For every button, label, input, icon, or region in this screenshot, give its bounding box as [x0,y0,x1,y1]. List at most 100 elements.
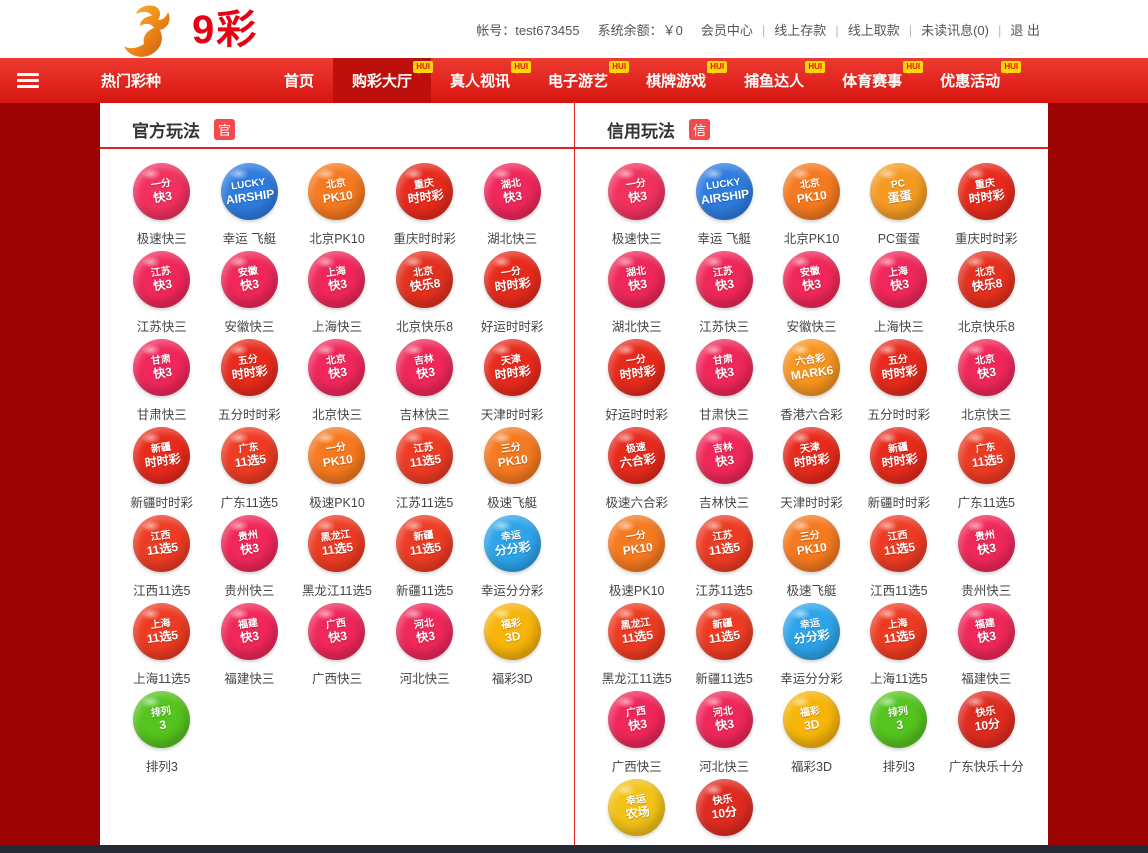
nav-item[interactable]: 优惠活动 HUI [921,58,1022,103]
lottery-game[interactable]: 甘肃 快3 甘肃快三 [680,339,767,427]
lottery-game[interactable]: 一分 时时彩 好运时时彩 [468,251,556,339]
lottery-game[interactable]: 上海 11选5 上海11选5 [118,603,206,691]
lottery-game-label: 五分时时彩 [867,408,931,422]
lottery-game-icon: 幸运 分分彩 [483,515,541,572]
hot-lottery-label[interactable]: 热门彩种 [101,73,162,90]
nav-item-label: 购彩大厅 [352,73,413,90]
lottery-game-label: 广西快三 [311,672,362,686]
lottery-game[interactable]: 北京 快3 北京快三 [293,339,381,427]
lottery-game[interactable]: 福彩 3D 福彩3D [768,691,855,779]
nav-item[interactable]: 棋牌游戏 HUI [627,58,728,103]
lottery-game[interactable]: 甘肃 快3 甘肃快三 [118,339,206,427]
site-logo[interactable]: 9彩 [112,4,258,57]
lottery-game[interactable]: PC 蛋蛋 PC蛋蛋 [855,163,942,251]
nav-item[interactable]: 真人视讯 HUI [431,58,532,103]
lottery-game[interactable]: 三分 PK10 极速飞艇 [768,515,855,603]
lottery-game[interactable]: 三分 PK10 极速飞艇 [468,427,556,515]
lottery-game[interactable]: 幸运 分分彩 幸运分分彩 [468,515,556,603]
hot-badge: HUI [413,61,434,74]
lottery-game[interactable]: 天津 时时彩 天津时时彩 [468,339,556,427]
lottery-game[interactable]: LUCKY AIRSHIP 幸运 飞艇 [206,163,294,251]
lottery-game-icon: 一分 快3 [133,163,191,220]
lottery-game[interactable]: 一分 时时彩 好运时时彩 [593,339,680,427]
lottery-game[interactable]: 广西 快3 广西快三 [593,691,680,779]
lottery-game[interactable]: 北京 快3 北京快三 [943,339,1030,427]
lottery-game-label: 极速飞艇 [487,496,538,510]
lottery-game[interactable]: 重庆 时时彩 重庆时时彩 [381,163,469,251]
lottery-game[interactable]: 湖北 快3 湖北快三 [468,163,556,251]
lottery-game[interactable]: 一分 PK10 极速PK10 [293,427,381,515]
header-link[interactable]: 退 出 [989,20,1040,39]
lottery-game[interactable]: 极速 六合彩 极速六合彩 [593,427,680,515]
lottery-game-icon: 一分 PK10 [608,515,666,572]
header-link[interactable]: 线上存款 [753,20,826,39]
lottery-game[interactable]: 贵州 快3 贵州快三 [943,515,1030,603]
lottery-game[interactable]: 快乐 10分 广东快乐十分 [943,691,1030,779]
lottery-game[interactable]: 江苏 快3 江苏快三 [680,251,767,339]
lottery-game-icon: 极速 六合彩 [608,427,666,484]
lottery-game[interactable]: 新疆 时时彩 新疆时时彩 [118,427,206,515]
lottery-game[interactable]: 江西 11选5 江西11选5 [855,515,942,603]
lottery-game[interactable]: 幸运 分分彩 幸运分分彩 [768,603,855,691]
lottery-game[interactable]: 北京 PK10 北京PK10 [768,163,855,251]
lottery-game[interactable]: 湖北 快3 湖北快三 [593,251,680,339]
lottery-game[interactable]: 排列 3 排列3 [855,691,942,779]
lottery-game[interactable]: 北京 PK10 北京PK10 [293,163,381,251]
lottery-game-label: 新疆11选5 [395,584,454,598]
nav-item[interactable]: 首页 [265,58,333,103]
lottery-game-icon: 三分 PK10 [483,427,541,484]
lottery-game[interactable]: 黑龙江 11选5 黑龙江11选5 [293,515,381,603]
lottery-game[interactable]: 吉林 快3 吉林快三 [680,427,767,515]
lottery-game[interactable]: 一分 快3 极速快三 [593,163,680,251]
menu-icon[interactable] [17,70,39,91]
lottery-game[interactable]: 贵州 快3 贵州快三 [206,515,294,603]
lottery-game[interactable]: 新疆 时时彩 新疆时时彩 [855,427,942,515]
dragon-logo-icon [124,5,170,57]
lottery-game[interactable]: 北京 快乐8 北京快乐8 [381,251,469,339]
lottery-game[interactable]: 五分 时时彩 五分时时彩 [855,339,942,427]
lottery-game[interactable]: 广东 11选5 广东11选5 [943,427,1030,515]
lottery-game[interactable]: 北京 快乐8 北京快乐8 [943,251,1030,339]
lottery-game[interactable]: 广西 快3 广西快三 [293,603,381,691]
lottery-game[interactable]: LUCKY AIRSHIP 幸运 飞艇 [680,163,767,251]
lottery-game[interactable]: 上海 快3 上海快三 [855,251,942,339]
lottery-game[interactable]: 江苏 11选5 江苏11选5 [381,427,469,515]
header-link[interactable]: 线上取款 [826,20,900,39]
lottery-game[interactable]: 快乐 10分 广西快乐十分 [680,779,767,853]
lottery-game-label: 黑龙江11选5 [601,672,672,686]
lottery-game[interactable]: 吉林 快3 吉林快三 [381,339,469,427]
credit-panel-header: 信用玩法 信 [575,103,1048,147]
nav-item[interactable]: 体育赛事 HUI [823,58,924,103]
lottery-game[interactable]: 五分 时时彩 五分时时彩 [206,339,294,427]
lottery-game[interactable]: 一分 快3 极速快三 [118,163,206,251]
lottery-game[interactable]: 一分 PK10 极速PK10 [593,515,680,603]
lottery-game[interactable]: 江苏 快3 江苏快三 [118,251,206,339]
nav-item[interactable]: 捕鱼达人 HUI [725,58,826,103]
lottery-game[interactable]: 福建 快3 福建快三 [943,603,1030,691]
lottery-game[interactable]: 江苏 11选5 江苏11选5 [680,515,767,603]
lottery-game[interactable]: 福建 快3 福建快三 [206,603,294,691]
lottery-game[interactable]: 上海 11选5 上海11选5 [855,603,942,691]
lottery-game[interactable]: 六合彩 MARK6 香港六合彩 [768,339,855,427]
lottery-game[interactable]: 天津 时时彩 天津时时彩 [768,427,855,515]
lottery-game[interactable]: 江西 11选5 江西11选5 [118,515,206,603]
lottery-game[interactable]: 安徽 快3 安徽快三 [768,251,855,339]
nav-item[interactable]: 购彩大厅 HUI [333,58,434,103]
lottery-game-icon: 一分 PK10 [308,427,366,484]
lottery-game[interactable]: 新疆 11选5 新疆11选5 [381,515,469,603]
lottery-game[interactable]: 河北 快3 河北快三 [381,603,469,691]
lottery-game[interactable]: 重庆 时时彩 重庆时时彩 [943,163,1030,251]
header-link[interactable]: 未读讯息(0) [900,20,989,39]
nav-item[interactable]: 电子游艺 HUI [529,58,630,103]
lottery-game[interactable]: 河北 快3 河北快三 [680,691,767,779]
lottery-game[interactable]: 幸运 农场 重庆幸运农场 [593,779,680,853]
lottery-game[interactable]: 排列 3 排列3 [118,691,206,779]
lottery-game[interactable]: 新疆 11选5 新疆11选5 [680,603,767,691]
lottery-game[interactable]: 上海 快3 上海快三 [293,251,381,339]
lottery-game[interactable]: 广东 11选5 广东11选5 [206,427,294,515]
header-link[interactable]: 会员中心 [700,22,753,38]
lottery-game[interactable]: 福彩 3D 福彩3D [468,603,556,691]
lottery-game[interactable]: 黑龙江 11选5 黑龙江11选5 [593,603,680,691]
lottery-game[interactable]: 安徽 快3 安徽快三 [206,251,294,339]
lottery-game-icon: 贵州 快3 [220,515,278,572]
